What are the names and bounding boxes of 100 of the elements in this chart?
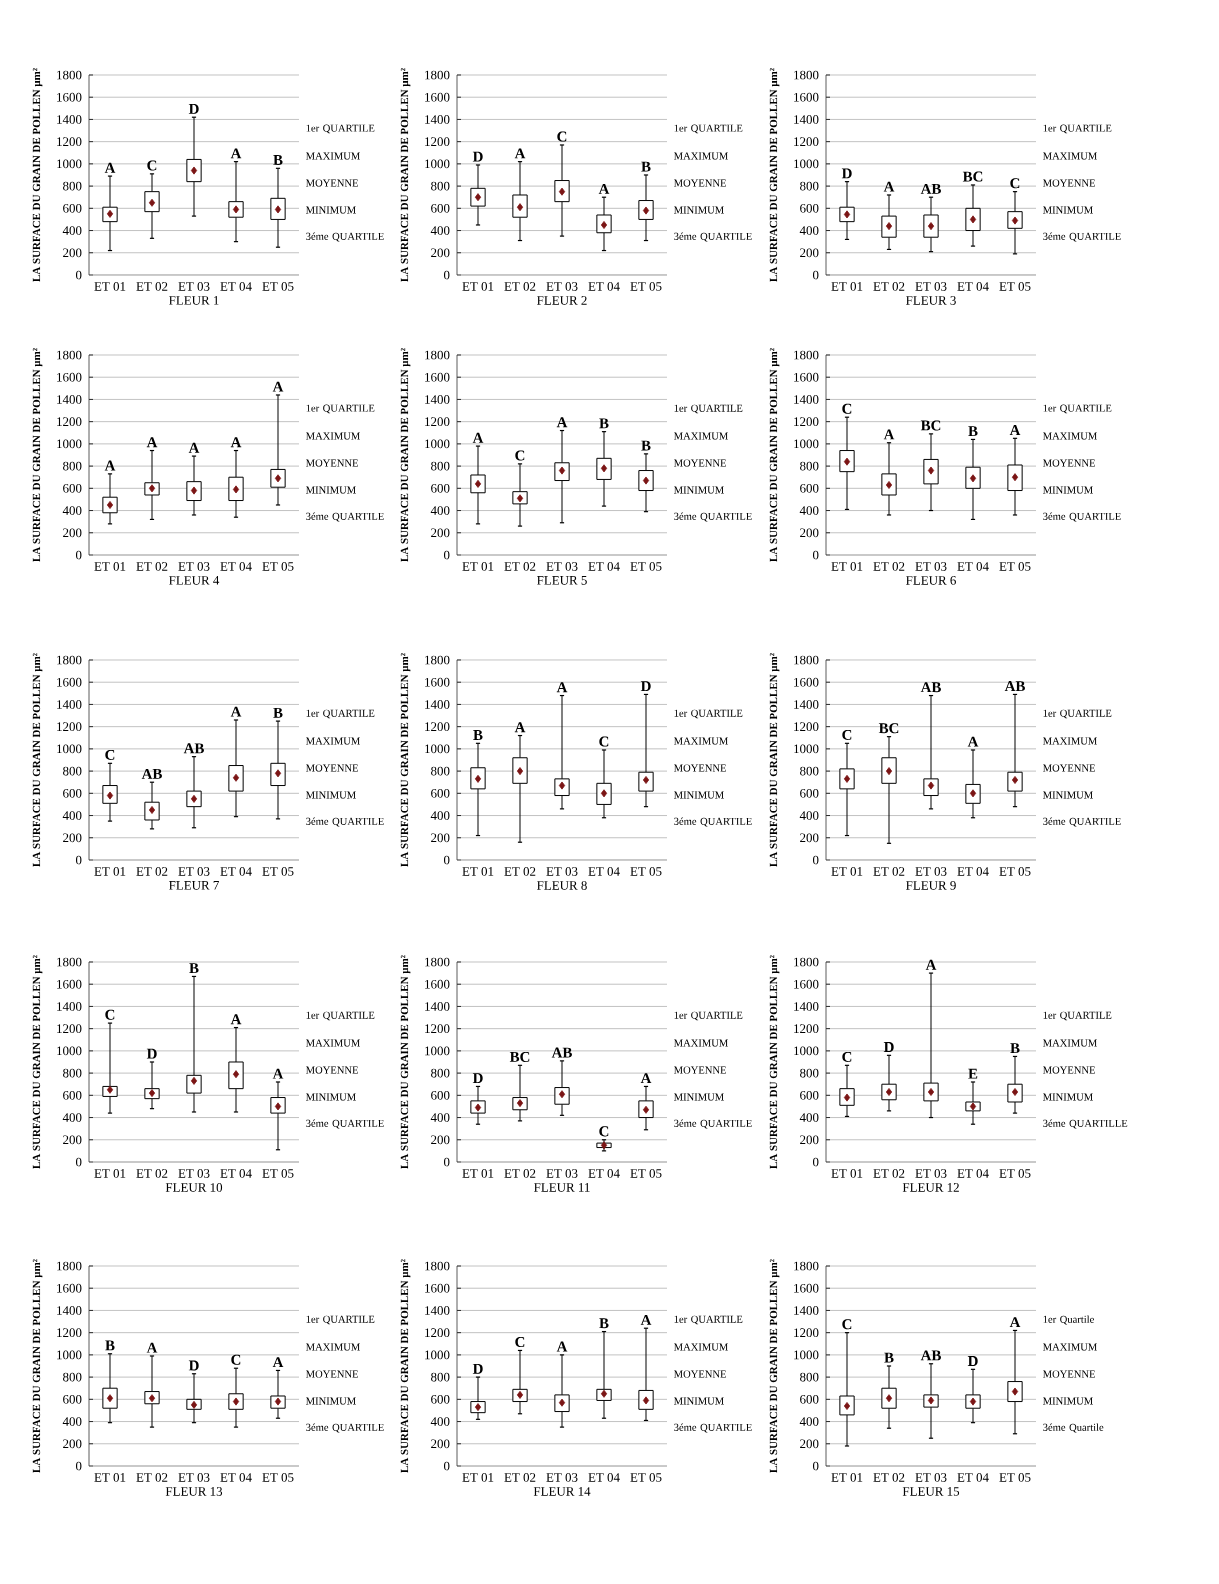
y-tick-label: 1600	[57, 92, 82, 102]
annotation: A	[230, 148, 242, 159]
text: MAXIMUM	[674, 152, 728, 160]
y-tick-label: 1200	[425, 1328, 450, 1338]
y-axis-title: LA SURFACE DU GRAIN DE POLLEN µm²	[769, 1259, 780, 1473]
y-tick-label: 1800	[57, 70, 82, 80]
y-tick-label: 400	[430, 506, 450, 515]
annotation: A	[514, 148, 526, 159]
text: MINIMUM	[674, 1397, 724, 1405]
x-tick-label: ET 04	[220, 867, 252, 876]
y-axis-title: LA SURFACE DU GRAIN DE POLLEN µm²	[400, 68, 411, 282]
y-tick-label: 1600	[425, 92, 450, 102]
y-tick-label: 1200	[57, 1024, 82, 1034]
text: 3éme QUARTILE	[306, 1119, 384, 1129]
annotation: C	[842, 1319, 852, 1330]
y-tick-label: 1400	[57, 700, 82, 709]
y-tick-label: 600	[431, 788, 450, 798]
y-tick-label: 1800	[794, 1261, 819, 1271]
y-tick-label: 800	[63, 181, 82, 191]
x-tick-label: ET 02	[873, 867, 905, 876]
x-tick-label: ET 03	[178, 282, 210, 291]
y-tick-label: 1600	[57, 677, 82, 687]
x-tick-label: ET 05	[262, 1473, 294, 1482]
text: MOYENNE	[674, 1370, 726, 1378]
y-tick-label: 200	[800, 1135, 819, 1145]
y-tick-label: 400	[62, 811, 82, 820]
text: 3éme QUARTILE	[674, 512, 752, 522]
text: MAXIMUM	[1043, 1039, 1097, 1047]
y-tick-label: 1600	[794, 372, 819, 382]
y-tick-label: 1400	[794, 700, 819, 709]
x-tick-label: ET 05	[630, 867, 662, 876]
x-tick-label: ET 02	[873, 562, 905, 571]
y-tick-label: 600	[800, 1394, 819, 1404]
y-tick-label: 200	[800, 248, 819, 258]
text: MINIMUM	[1043, 206, 1093, 214]
y-tick-label: 1800	[794, 350, 819, 360]
text: MINIMUM	[674, 791, 724, 799]
x-tick-label: ET 02	[136, 867, 168, 876]
text: MAXIMUM	[674, 432, 728, 440]
annotation: A	[146, 437, 158, 448]
y-tick-label: 1600	[425, 372, 450, 382]
y-tick-label: 1600	[425, 979, 450, 989]
annotation: C	[515, 450, 525, 461]
y-tick-label: 1200	[57, 137, 82, 147]
annotation: D	[188, 1360, 199, 1371]
y-tick-label: 400	[799, 226, 819, 235]
y-tick-label: 0	[75, 270, 82, 280]
y-tick-label: 1600	[425, 1283, 450, 1293]
text: MINIMUM	[674, 486, 724, 494]
x-tick-label: ET 04	[957, 1169, 989, 1178]
annotation: AB	[920, 183, 941, 194]
x-tick-label: ET 02	[504, 282, 536, 291]
y-tick-label: 800	[63, 1372, 82, 1382]
annotation: D	[472, 1073, 483, 1084]
x-tick-label: ET 03	[178, 867, 210, 876]
annotation: D	[146, 1048, 157, 1059]
text: MINIMUM	[1043, 791, 1093, 799]
annotation: A	[925, 959, 937, 970]
y-tick-label: 1800	[57, 350, 82, 360]
y-tick-label: 1000	[425, 744, 450, 754]
text: MINIMUM	[306, 486, 356, 494]
y-axis-title: LA SURFACE DU GRAIN DE POLLEN µm²	[32, 68, 43, 282]
text: 3éme QUARTILLE	[1043, 1119, 1128, 1129]
y-tick-label: 1000	[794, 744, 819, 754]
y-tick-label: 1000	[794, 439, 819, 449]
annotation: A	[230, 1014, 242, 1025]
y-tick-label: 400	[799, 1417, 819, 1426]
annotation: D	[472, 151, 483, 162]
text: MOYENNE	[1043, 1370, 1095, 1378]
y-tick-label: 800	[431, 181, 450, 191]
y-tick-label: 1200	[794, 417, 819, 427]
y-tick-label: 1000	[57, 744, 82, 754]
text: FLEUR 8	[537, 881, 587, 890]
text: FLEUR 1	[169, 296, 219, 305]
y-tick-label: 400	[62, 226, 82, 235]
x-tick-label: ET 01	[831, 867, 863, 876]
y-tick-label: 1000	[794, 159, 819, 169]
x-tick-label: ET 05	[999, 1169, 1031, 1178]
x-tick-label: ET 02	[873, 1473, 905, 1482]
x-tick-label: ET 04	[588, 282, 620, 291]
y-axis-title: LA SURFACE DU GRAIN DE POLLEN µm²	[32, 348, 43, 562]
text: 3éme QUARTILE	[306, 1423, 384, 1433]
y-tick-label: 1600	[425, 677, 450, 687]
y-tick-label: 200	[431, 1439, 450, 1449]
text: MOYENNE	[306, 1066, 358, 1074]
annotation: A	[230, 437, 242, 448]
x-tick-label: ET 02	[136, 562, 168, 571]
text: MOYENNE	[1043, 764, 1095, 772]
y-tick-label: 1400	[57, 395, 82, 404]
y-tick-label: 200	[63, 1135, 82, 1145]
text: MINIMUM	[674, 206, 724, 214]
y-tick-label: 0	[75, 1157, 82, 1167]
y-tick-label: 1400	[57, 1306, 82, 1315]
text: 3éme QUARTILE	[306, 232, 384, 242]
x-tick-label: ET 01	[831, 1169, 863, 1178]
x-tick-label: ET 04	[957, 282, 989, 291]
x-tick-label: ET 01	[94, 867, 126, 876]
annotation: AB	[551, 1047, 572, 1058]
annotation: A	[472, 432, 484, 443]
y-tick-label: 0	[812, 1157, 819, 1167]
